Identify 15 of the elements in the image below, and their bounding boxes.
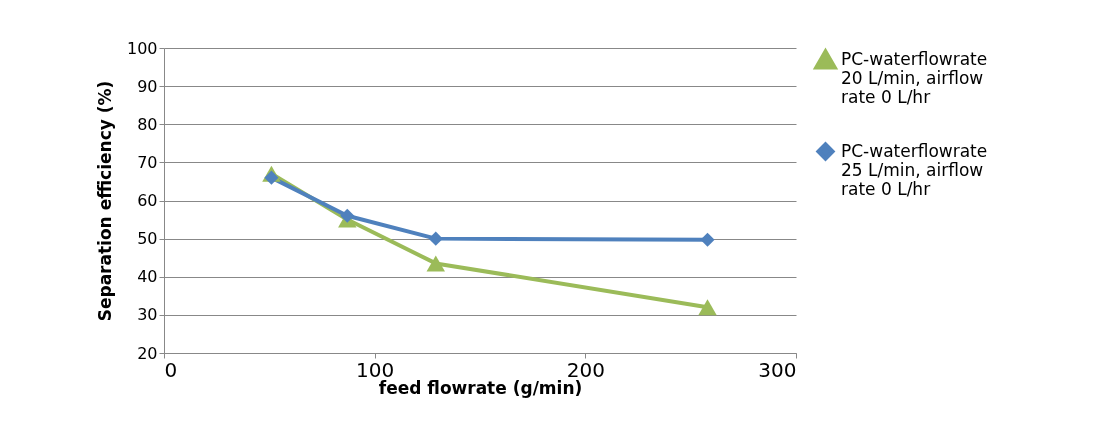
y-tick-label: 100 bbox=[126, 38, 158, 58]
x-axis-title: feed flowrate (g/min) bbox=[378, 377, 583, 398]
y-tick-label: 40 bbox=[137, 267, 158, 287]
x-tick-label: 300 bbox=[758, 357, 797, 382]
y-tick-label: 70 bbox=[137, 152, 158, 172]
y-tick-label: 80 bbox=[137, 114, 158, 134]
y-tick-label: 90 bbox=[137, 76, 158, 96]
y-axis-title: Separation efficiency (%) bbox=[94, 80, 115, 322]
y-tick-label: 30 bbox=[137, 305, 158, 325]
y-tick-label: 20 bbox=[137, 343, 158, 363]
y-tick-label: 50 bbox=[137, 229, 158, 249]
legend-label: PC-waterflowrate 20 L/min, airflow rate 0 L/hr bbox=[841, 48, 988, 107]
legend-label: PC-waterflowrate 25 L/min, airflow rate 0 L/hr bbox=[841, 140, 988, 199]
y-tick-label: 60 bbox=[137, 191, 158, 210]
x-tick-label: 0 bbox=[164, 357, 178, 382]
